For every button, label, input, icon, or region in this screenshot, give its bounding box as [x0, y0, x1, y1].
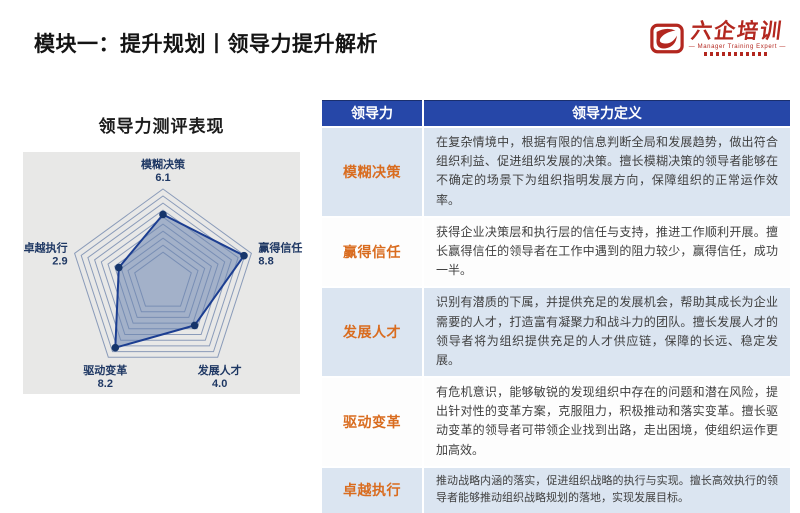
radar-axis-label: 卓越执行	[24, 240, 68, 254]
radar-axis-value: 8.2	[98, 378, 113, 390]
leadership-definition-table: 领导力 领导力定义 模糊决策 在复杂情境中，根据有限的信息判断全局和发展趋势，做出…	[322, 100, 790, 513]
radar-data-point	[240, 251, 248, 260]
logo-mark-icon	[650, 23, 684, 54]
logo-tagline: — Manager Training Expert —	[688, 44, 786, 51]
table-row-definition: 识别有潜质的下属，并提供充足的发展机会，帮助其成长为企业需要的人才，打造富有凝聚…	[424, 288, 790, 377]
table-row-term: 发展人才	[322, 288, 422, 377]
radar-data-point	[115, 263, 123, 272]
table-row-definition: 获得企业决策层和执行层的信任与支持，推进工作顺利开展。擅长赢得信任的领导者在工作…	[424, 217, 790, 287]
table-row-term: 驱动变革	[322, 378, 422, 466]
radar-chart-panel: 模糊决策 6.1 赢得信任 8.8 发展人才 4.0 驱动变革 8.2 卓越执行 2.9	[23, 152, 303, 394]
table-row-definition: 有危机意识，能够敏锐的发现组织中存在的问题和潜在风险，提出针对性的变革方案，克服…	[424, 378, 790, 466]
radar-axis-label: 模糊决策	[141, 157, 186, 171]
radar-axis-label: 驱动变革	[83, 363, 127, 377]
radar-axis-value: 2.9	[52, 255, 67, 267]
radar-axis-value: 8.8	[258, 255, 273, 267]
radar-grid-ring	[74, 188, 252, 358]
table-row-definition: 推动战略内涵的落实，促进组织战略的执行与实现。擅长高效执行的领导者能够推动组织战…	[424, 467, 790, 513]
table-row-definition: 在复杂情境中，根据有限的信息判断全局和发展趋势，做出符合组织利益、促进组织发展的…	[424, 128, 790, 216]
table-row-term: 卓越执行	[322, 467, 422, 513]
table-header-leadership: 领导力	[322, 100, 422, 126]
radar-axis-label: 发展人才	[197, 363, 242, 377]
radar-axis-value: 4.0	[212, 378, 227, 390]
radar-axis-label: 赢得信任	[258, 240, 302, 254]
radar-data-point	[159, 210, 167, 219]
table-row-term: 赢得信任	[322, 217, 422, 287]
page-title: 模块一：提升规划丨领导力提升解析	[34, 33, 378, 56]
table-row-term: 模糊决策	[322, 128, 422, 216]
table-header-definition: 领导力定义	[424, 100, 790, 126]
logo-brand-text: 六企培训	[689, 19, 785, 43]
logo-microtext-bar	[704, 52, 771, 57]
radar-data-point	[190, 321, 199, 330]
radar-data-polygon	[114, 213, 245, 349]
radar-data-point	[111, 343, 120, 352]
radar-axis-value: 6.1	[155, 172, 170, 184]
brand-logo: 六企培训 — Manager Training Expert —	[650, 19, 786, 57]
radar-chart-title: 领导力测评表现	[98, 117, 225, 136]
radar-grid-ring	[80, 195, 246, 353]
